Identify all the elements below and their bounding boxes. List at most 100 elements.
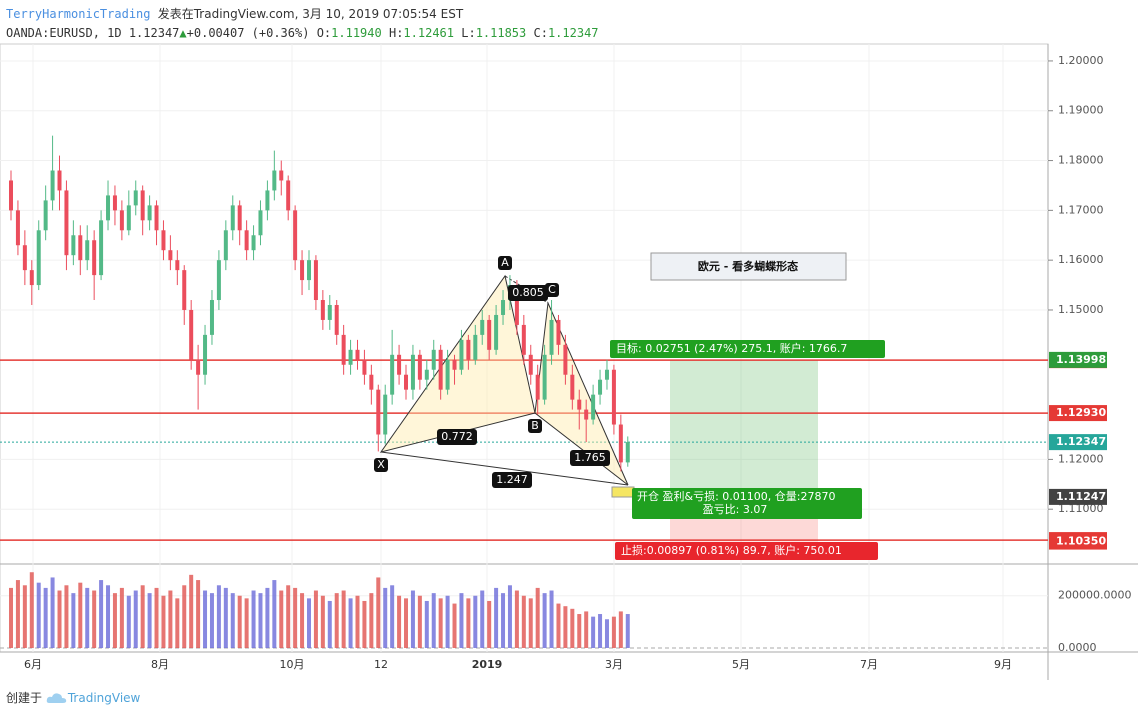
volume-bar (203, 590, 208, 648)
candle-body (480, 319, 485, 335)
candle-body (223, 230, 228, 261)
last: 1.12347 (128, 26, 180, 40)
y-tick-label: 1.18000 (1058, 154, 1104, 167)
candle-body (598, 379, 603, 395)
candle-body (119, 210, 124, 231)
volume-bar (189, 574, 194, 648)
volume-bar (279, 590, 284, 648)
volume-bar (417, 595, 422, 648)
candle-body (369, 374, 374, 390)
candle-body (487, 319, 492, 350)
candle-body (535, 374, 540, 400)
candle-body (161, 230, 166, 251)
volume-bar (92, 590, 97, 648)
volume-bar (320, 595, 325, 648)
volume-bar (168, 590, 173, 648)
candle-body (265, 190, 270, 211)
volume-bar (22, 585, 27, 648)
x-tick-label: 3月 (605, 658, 623, 671)
point-label: A (501, 256, 509, 269)
volume-bar (237, 595, 242, 648)
volume-bar (514, 590, 519, 648)
candle-body (376, 389, 381, 435)
brand[interactable]: TradingView (67, 691, 141, 705)
stop-text: 止损:0.00897 (0.81%) 89.7, 账户: 750.01 (621, 543, 842, 557)
candle-body (501, 300, 506, 315)
candle-body (272, 170, 277, 191)
candle-body (591, 394, 596, 420)
volume-bar (140, 585, 145, 648)
volume-bar (154, 587, 159, 648)
candle-body (43, 200, 48, 231)
change: +0.00407 (+0.36%) (186, 26, 310, 40)
candle-body (320, 300, 325, 320)
y-tick-label: 1.15000 (1058, 303, 1104, 316)
candle-body (293, 210, 298, 261)
y-tick-label: 1.12000 (1058, 452, 1104, 465)
candle-body (494, 314, 499, 350)
candle-body (424, 369, 429, 380)
candle-body (618, 424, 623, 463)
ratio-label: 0.772 (441, 430, 473, 443)
volume-bar (119, 587, 124, 648)
volume-bar (507, 585, 512, 648)
candle-body (383, 394, 388, 435)
candle-body (466, 339, 471, 360)
logo (46, 693, 67, 703)
volume-bar (452, 603, 457, 648)
candle-body (168, 250, 173, 261)
candle-body (36, 230, 41, 286)
volume-bar (244, 598, 249, 648)
volume-bar (251, 590, 256, 648)
volume-bar (334, 593, 339, 648)
volume-bar (341, 590, 346, 648)
pattern-line (380, 451, 629, 486)
h: 1.12461 (403, 26, 454, 40)
candle-body (147, 205, 152, 221)
volume-bar (327, 600, 332, 648)
point-label-bg (528, 419, 542, 433)
volume-bar (216, 585, 221, 648)
volume-bar (36, 582, 41, 648)
price-label-bg (1049, 351, 1107, 368)
volume-bar (390, 585, 395, 648)
y-tick-label: 1.11000 (1058, 502, 1104, 515)
volume-bar (445, 595, 450, 648)
ohlc-line: OANDA:EURUSD, 1D 1.12347▲+0.00407 (+0.36… (6, 24, 599, 43)
candle-body (604, 369, 609, 380)
l: 1.11853 (475, 26, 527, 40)
candle-body (133, 190, 138, 206)
volume-bar (355, 595, 360, 648)
candle-body (300, 260, 305, 281)
candle-body (9, 180, 13, 211)
volume-bar (265, 587, 270, 648)
candle-body (570, 374, 575, 400)
candle-body (362, 359, 367, 375)
candle-body (611, 369, 616, 425)
y-tick-label: 1.17000 (1058, 203, 1104, 216)
volume-bar (50, 577, 55, 648)
ratio-label: 1.765 (574, 451, 606, 464)
volume-bar (57, 590, 62, 648)
volume-bar (487, 600, 492, 648)
candle-body (397, 354, 402, 375)
ratio-bg (437, 429, 477, 445)
volume-bar (535, 587, 540, 648)
candle-body (445, 359, 450, 390)
volume-bar (78, 582, 83, 648)
candle-body (355, 349, 360, 360)
volume-bar (85, 587, 90, 648)
up-arrow: ▲ (179, 26, 187, 40)
entry-text: 开仓 盈利&亏损: 0.01100, 仓量:27870 (637, 489, 835, 503)
header-line: TerryHarmonicTrading 发表在TradingView.com,… (6, 5, 599, 24)
candle-body (99, 220, 104, 276)
volume-bar (126, 595, 131, 648)
volume-bar (258, 593, 263, 648)
volume-bar (147, 593, 152, 648)
volume-bar (549, 590, 554, 648)
candle-body (313, 260, 318, 301)
chart-title: 欧元 - 看多蝴蝶形态 (698, 259, 798, 273)
entry-box (632, 488, 862, 519)
volume-bar (494, 587, 499, 648)
